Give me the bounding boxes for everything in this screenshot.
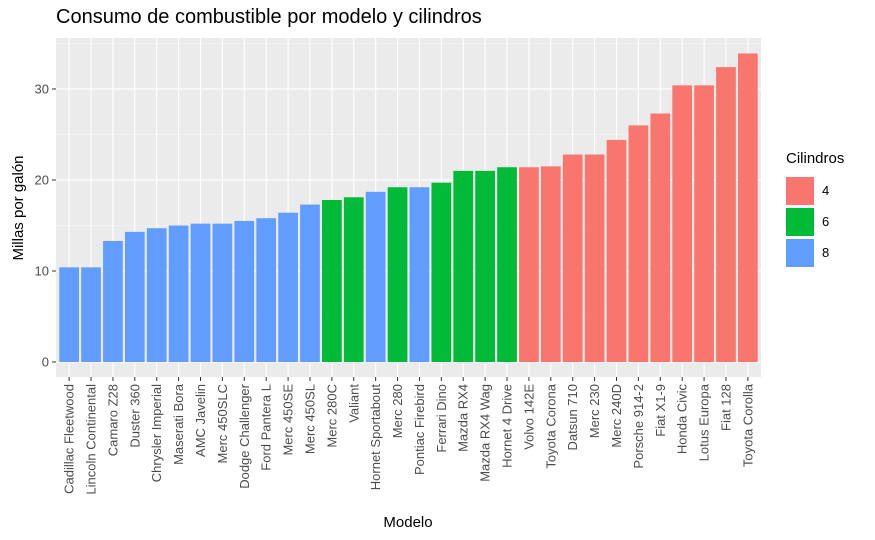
x-tick-label: Merc 280C	[324, 384, 339, 448]
bar-toyota-corona	[540, 166, 561, 362]
legend: Cilindros 4 6 8	[786, 150, 844, 268]
chart-title: Consumo de combustible por modelo y cili…	[56, 6, 482, 28]
x-tick-label: Valiant	[346, 384, 361, 423]
legend-swatch-4	[786, 176, 814, 205]
x-tick-label: Mazda RX4	[456, 384, 471, 452]
x-tick-label: Merc 450SL	[302, 384, 317, 454]
bar-merc-450slc	[212, 223, 233, 362]
bar-maserati-bora	[168, 225, 189, 362]
x-tick-label: Pontiac Firebird	[412, 384, 427, 475]
x-tick-label: Fiat 128	[718, 384, 733, 431]
x-tick-label: Lotus Europa	[697, 383, 712, 461]
x-tick-label: Toyota Corona	[543, 383, 558, 468]
x-tick-label: Cadillac Fleetwood	[62, 384, 77, 494]
legend-label-8: 8	[822, 245, 830, 260]
bar-merc-230	[584, 154, 605, 362]
bar-lotus-europa	[694, 85, 714, 363]
bar-cadillac-fleetwood	[59, 267, 79, 362]
axes: 0 10 20 30 Cadillac Fleetwood Lincoln Contine…	[35, 81, 756, 494]
x-tick-label: Volvo 142E	[521, 384, 536, 450]
legend-label-4: 4	[822, 183, 830, 198]
legend-item-6: 6	[786, 206, 844, 237]
legend-item-4: 4	[786, 175, 844, 206]
x-axis-title: Modelo	[383, 514, 432, 531]
bar-merc-280	[387, 187, 408, 362]
x-tick-label: Maserati Bora	[171, 383, 186, 465]
bar-camaro-z28	[103, 240, 123, 362]
x-tick-label: Lincoln Continental	[84, 384, 99, 495]
x-tick-label: Hornet Sportabout	[368, 384, 383, 491]
y-tick-label: 30	[35, 81, 49, 96]
y-tick-label: 0	[42, 355, 49, 370]
bar-dodge-challenger	[234, 220, 255, 362]
x-tick-label: Merc 230	[587, 384, 602, 438]
bar-fiat-x1-9	[650, 113, 671, 362]
legend-item-8: 8	[786, 237, 844, 268]
legend-title: Cilindros	[786, 150, 845, 167]
bar-duster-360	[124, 231, 145, 362]
bar-hornet-4-drive	[497, 167, 517, 362]
bar-merc-450sl	[300, 204, 320, 362]
x-tick-label: Duster 360	[127, 384, 142, 448]
bar-lincoln-continental	[81, 267, 101, 362]
x-tick-label: Mazda RX4 Wag	[478, 384, 493, 482]
legend-swatch-8	[786, 238, 814, 267]
x-tick-label: AMC Javelin	[193, 384, 208, 457]
bar-mazda-rx4-wag	[475, 170, 495, 362]
x-tick-label: Merc 450SLC	[215, 384, 230, 463]
x-tick-label: Ferrari Dino	[434, 384, 449, 453]
bar-mazda-rx4	[453, 170, 474, 362]
bar-pontiac-firebird	[409, 187, 430, 362]
x-tick-label: Merc 450SE	[281, 384, 296, 456]
bar-valiant	[343, 197, 364, 362]
bar-chrysler-imperial	[146, 228, 167, 362]
bar-hornet-sportabout	[365, 191, 386, 362]
bar-fiat-128	[716, 67, 736, 362]
x-tick-label: Merc 280	[390, 384, 405, 438]
x-tick-label: Chrysler Imperial	[149, 384, 164, 482]
bar-toyota-corolla	[738, 53, 758, 362]
bar-volvo-142e	[519, 167, 539, 362]
x-tick-label: Hornet 4 Drive	[500, 384, 515, 468]
bar-ferrari-dino	[431, 182, 452, 362]
bar-amc-javelin	[190, 223, 211, 362]
bar-merc-240d	[606, 139, 627, 362]
x-tick-label: Camaro Z28	[105, 384, 120, 456]
x-tick-label: Toyota Corolla	[740, 383, 755, 467]
x-tick-label: Merc 240D	[609, 384, 624, 448]
legend-swatch-6	[786, 207, 814, 236]
x-tick-label: Dodge Challenger	[237, 383, 252, 488]
y-axis-title: Millas por galón	[10, 155, 27, 260]
bar-honda-civic	[672, 85, 693, 363]
x-tick-label: Porsche 914-2	[631, 384, 646, 469]
y-tick-label: 20	[35, 172, 49, 187]
y-tick-label: 10	[35, 263, 49, 278]
bar-ford-pantera-l	[256, 218, 277, 362]
bar-merc-450se	[278, 212, 298, 362]
bar-datsun-710	[562, 154, 583, 362]
bars	[59, 53, 758, 363]
bar-merc-280c	[322, 200, 342, 362]
x-tick-label: Honda Civic	[675, 384, 690, 455]
x-tick-label: Fiat X1-9	[653, 384, 668, 437]
bar-porsche-914-2	[628, 125, 649, 362]
legend-label-6: 6	[822, 214, 830, 229]
x-tick-label: Datsun 710	[565, 384, 580, 451]
x-tick-label: Ford Pantera L	[259, 384, 274, 471]
